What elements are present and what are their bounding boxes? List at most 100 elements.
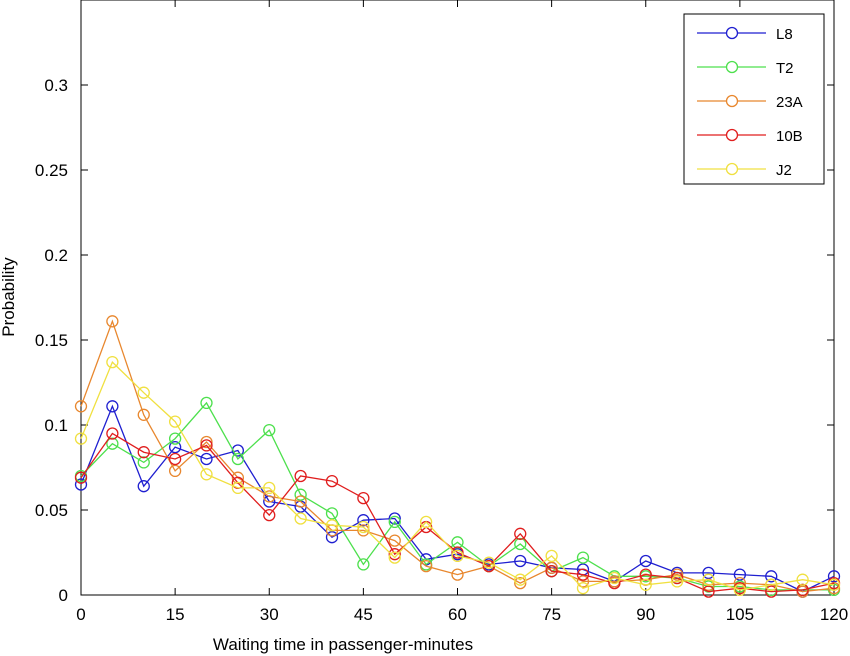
data-point bbox=[733, 583, 747, 597]
data-point bbox=[294, 488, 307, 501]
data-point bbox=[576, 568, 590, 581]
x-tick-label: 75 bbox=[542, 605, 561, 624]
data-point bbox=[106, 400, 119, 413]
series-j2 bbox=[74, 355, 841, 597]
x-tick-label: 15 bbox=[166, 605, 185, 624]
legend-item-l8: L8 bbox=[697, 26, 793, 43]
y-tick-label: 0.1 bbox=[44, 416, 68, 435]
data-point bbox=[263, 490, 276, 503]
legend-label: J2 bbox=[776, 162, 792, 179]
data-point bbox=[514, 554, 527, 568]
data-point bbox=[514, 537, 527, 551]
legend: L8 T2 23A 10B J2 bbox=[683, 13, 825, 185]
data-point bbox=[168, 432, 182, 445]
data-point bbox=[263, 481, 276, 495]
data-point bbox=[325, 507, 339, 520]
data-point bbox=[514, 576, 527, 590]
data-point bbox=[451, 549, 464, 563]
data-point bbox=[827, 582, 841, 595]
data-point bbox=[670, 571, 684, 585]
data-point bbox=[639, 554, 652, 568]
data-point bbox=[702, 585, 715, 598]
series-line bbox=[80, 404, 835, 593]
data-point bbox=[294, 469, 307, 483]
x-tick-label: 45 bbox=[354, 605, 373, 624]
data-point bbox=[451, 546, 464, 559]
x-tick-label: 30 bbox=[260, 605, 279, 624]
data-point bbox=[388, 548, 401, 561]
legend-item-t2: T2 bbox=[697, 60, 794, 77]
data-point bbox=[576, 551, 590, 564]
data-point bbox=[294, 512, 307, 525]
legend-marker bbox=[725, 162, 739, 176]
data-point bbox=[168, 452, 182, 466]
data-point bbox=[419, 515, 433, 529]
series-line bbox=[80, 432, 835, 593]
data-point bbox=[545, 561, 558, 574]
data-point bbox=[545, 549, 558, 563]
data-point bbox=[74, 432, 88, 445]
data-point bbox=[765, 585, 778, 598]
data-point bbox=[733, 568, 747, 581]
legend-label: 10B bbox=[776, 128, 803, 145]
data-point bbox=[137, 386, 150, 399]
legend-box bbox=[683, 13, 825, 185]
data-point bbox=[639, 578, 652, 591]
data-point bbox=[357, 514, 370, 527]
data-point bbox=[670, 568, 684, 581]
y-tick-label: 0.05 bbox=[35, 501, 68, 520]
data-point bbox=[482, 556, 496, 569]
data-point bbox=[388, 551, 401, 564]
data-point bbox=[388, 534, 401, 547]
data-point bbox=[514, 573, 527, 586]
legend-item-23a: 23A bbox=[697, 94, 803, 111]
data-point bbox=[765, 570, 778, 583]
data-point bbox=[106, 355, 119, 369]
data-point bbox=[263, 423, 276, 437]
data-point bbox=[325, 474, 339, 488]
data-point bbox=[357, 491, 370, 505]
data-point bbox=[106, 427, 119, 440]
legend-marker bbox=[725, 26, 739, 40]
data-point bbox=[451, 568, 464, 581]
legend-label: 23A bbox=[776, 94, 803, 111]
data-point bbox=[231, 452, 245, 466]
legend-label: L8 bbox=[776, 26, 793, 43]
x-tick-label: 105 bbox=[726, 605, 754, 624]
data-point bbox=[137, 456, 150, 469]
data-point bbox=[827, 570, 841, 583]
data-point bbox=[263, 508, 276, 522]
x-tick-label: 60 bbox=[448, 605, 467, 624]
data-point bbox=[168, 440, 182, 454]
data-point bbox=[451, 536, 464, 549]
data-point bbox=[670, 575, 684, 588]
data-point bbox=[200, 452, 213, 466]
legend-item-j2: J2 bbox=[697, 162, 792, 179]
series-line bbox=[80, 360, 835, 591]
data-point bbox=[74, 400, 88, 413]
data-point bbox=[545, 565, 558, 578]
data-point bbox=[74, 478, 88, 491]
data-point bbox=[231, 481, 245, 495]
data-point bbox=[137, 446, 150, 459]
data-point bbox=[765, 578, 778, 591]
data-point bbox=[576, 582, 590, 595]
data-point bbox=[168, 464, 182, 478]
data-point bbox=[388, 515, 401, 529]
legend-marker bbox=[725, 60, 739, 74]
y-tick-label: 0.2 bbox=[44, 246, 68, 265]
data-point bbox=[325, 531, 339, 544]
y-tick-label: 0.3 bbox=[44, 76, 68, 95]
x-tick-label: 90 bbox=[636, 605, 655, 624]
data-point bbox=[74, 471, 88, 484]
data-point bbox=[357, 558, 370, 571]
data-point bbox=[200, 468, 213, 481]
data-point bbox=[168, 415, 182, 428]
data-point bbox=[357, 520, 370, 534]
data-point bbox=[106, 315, 119, 328]
x-tick-label: 0 bbox=[76, 605, 85, 624]
legend-marker bbox=[725, 94, 739, 108]
y-tick-label: 0 bbox=[59, 586, 68, 605]
data-point bbox=[796, 583, 809, 597]
